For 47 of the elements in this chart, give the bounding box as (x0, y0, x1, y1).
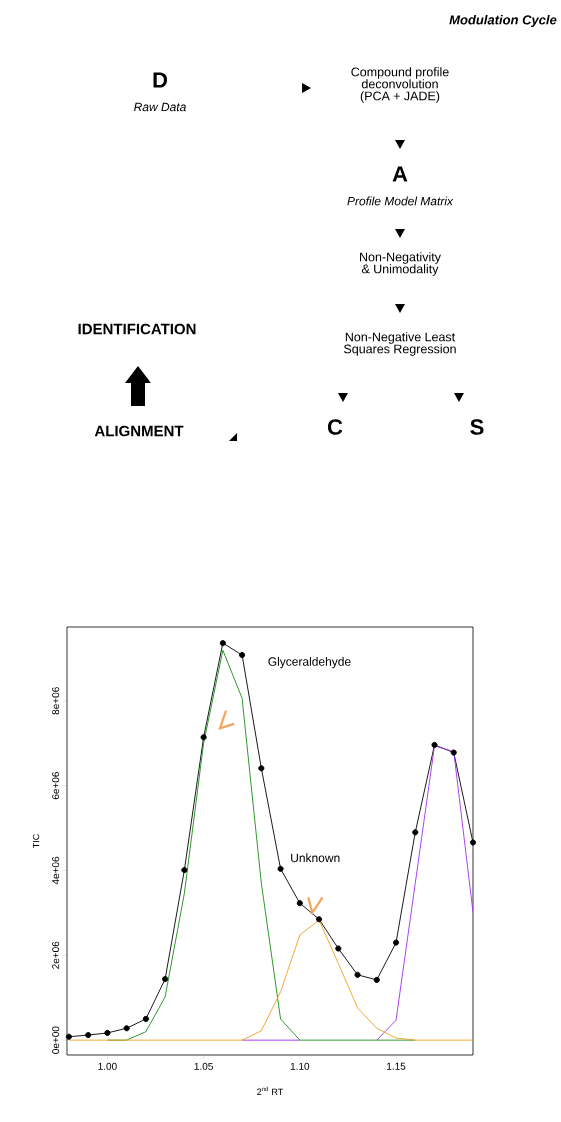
y-axis-title: TIC (32, 834, 40, 849)
point (373, 976, 380, 983)
point (316, 916, 323, 923)
y-tick-label: 4e+06 (52, 856, 60, 885)
text: Modulation Cycle (449, 14, 557, 28)
point (162, 976, 169, 983)
point (296, 900, 303, 907)
point (181, 867, 188, 874)
point (412, 829, 419, 836)
point (392, 939, 400, 946)
x-axis-title: 2$^{nd}$ RT (257, 1086, 284, 1095)
x-tick-label: 1.00 (98, 1062, 117, 1070)
point (85, 1032, 92, 1039)
y-tick-label: 8e+06 (52, 687, 60, 715)
point (354, 971, 361, 978)
annotation: Unknown (291, 853, 340, 863)
text: Raw Data (134, 102, 186, 112)
x-tick-label: 1.15 (387, 1062, 406, 1070)
point (104, 1029, 111, 1036)
y-tick-label: 6e+06 (52, 772, 60, 800)
y-tick-label: 0e+00 (52, 1026, 60, 1054)
point (277, 865, 284, 872)
text: D (153, 72, 168, 88)
point (123, 1025, 130, 1032)
x-tick-label: 1.10 (290, 1062, 310, 1070)
text: S (470, 419, 484, 435)
point (239, 651, 246, 659)
point (431, 741, 438, 748)
point (142, 1015, 149, 1022)
point (450, 749, 457, 756)
point (469, 839, 477, 846)
text: Non-Negative Least Squares Regression (344, 332, 456, 356)
annotation: Glyceraldehyde (268, 657, 351, 669)
text: IDENTIFICATION (78, 323, 196, 335)
text: C (327, 419, 343, 435)
point (200, 734, 207, 741)
point (335, 945, 342, 952)
text: ALIGNMENT (94, 425, 184, 437)
text: Compound profile deconvolution (PCA + JADE) (351, 67, 449, 103)
point (219, 640, 226, 647)
text: Profile Model Matrix (347, 196, 454, 206)
point (258, 765, 265, 772)
x-tick-label: 1.05 (194, 1062, 213, 1070)
text: A (392, 166, 408, 182)
point (65, 1033, 72, 1040)
text: Non-Negativity & Unimodality (360, 252, 441, 276)
y-tick-label: 2e+06 (52, 941, 60, 969)
